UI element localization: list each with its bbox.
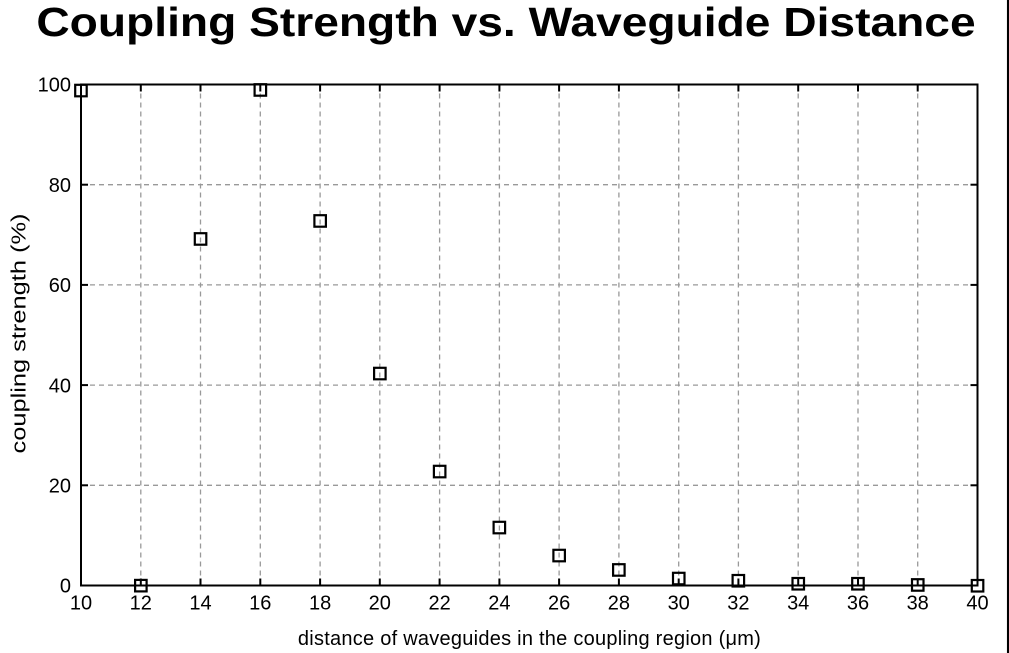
svg-text:18: 18 <box>309 593 331 615</box>
svg-text:30: 30 <box>668 593 690 615</box>
svg-text:0: 0 <box>60 576 71 598</box>
svg-text:16: 16 <box>249 593 271 615</box>
svg-text:34: 34 <box>787 593 809 615</box>
svg-text:Coupling Strength vs. Waveguid: Coupling Strength vs. Waveguide Distance <box>36 0 975 45</box>
svg-text:20: 20 <box>49 476 71 498</box>
svg-text:coupling strength (%): coupling strength (%) <box>7 213 30 453</box>
svg-text:24: 24 <box>488 593 510 615</box>
svg-text:12: 12 <box>130 593 152 615</box>
svg-text:80: 80 <box>49 175 71 197</box>
svg-text:36: 36 <box>847 593 869 615</box>
svg-text:14: 14 <box>189 593 211 615</box>
svg-text:100: 100 <box>38 75 71 97</box>
svg-text:20: 20 <box>369 593 391 615</box>
svg-text:28: 28 <box>608 593 630 615</box>
svg-text:60: 60 <box>49 275 71 297</box>
svg-text:22: 22 <box>428 593 450 615</box>
svg-text:40: 40 <box>966 593 988 615</box>
svg-text:distance of waveguides in the: distance of waveguides in the coupling r… <box>298 628 761 650</box>
svg-text:40: 40 <box>49 375 71 397</box>
svg-text:38: 38 <box>907 593 929 615</box>
svg-text:26: 26 <box>548 593 570 615</box>
svg-text:32: 32 <box>727 593 749 615</box>
svg-text:10: 10 <box>70 593 92 615</box>
